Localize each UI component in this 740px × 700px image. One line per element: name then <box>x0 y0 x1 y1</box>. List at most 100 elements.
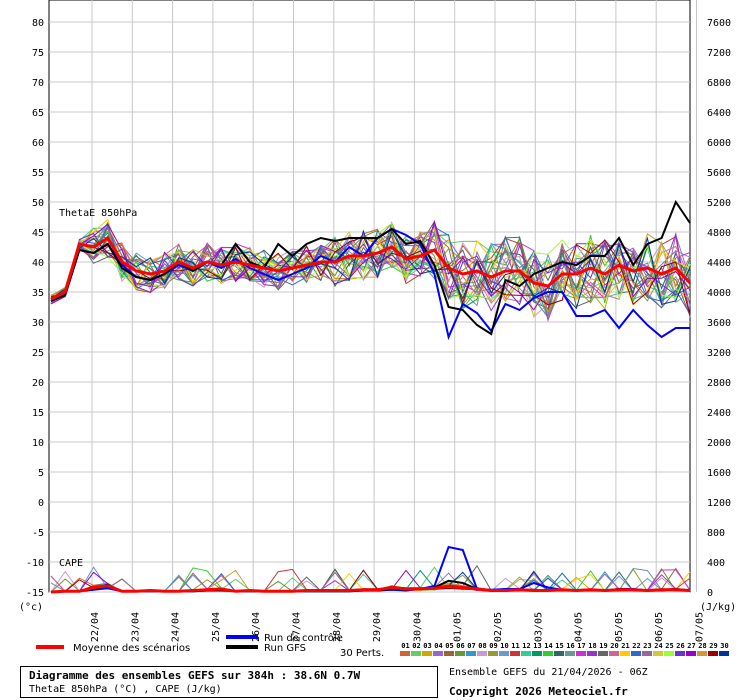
pert-color-swatch <box>400 651 410 656</box>
pert-number-label: 18 <box>588 642 596 650</box>
y-left-tick-label: 55 <box>32 168 44 179</box>
pert-number-label: 12 <box>522 642 530 650</box>
chart-title: Diagramme des ensembles GEFS sur 384h : … <box>29 669 361 682</box>
y-right-tick-label: 6000 <box>707 138 731 149</box>
y-left-tick-label: 25 <box>32 348 44 359</box>
y-right-tick-label: 6800 <box>707 78 731 89</box>
y-left-tick-label: 50 <box>32 198 44 209</box>
pert-number-label: 14 <box>544 642 552 650</box>
y-left-tick-label: 70 <box>32 78 44 89</box>
pert-number-label: 15 <box>555 642 563 650</box>
pert-line-08 <box>50 234 691 318</box>
pert-color-swatch <box>609 651 619 656</box>
pert-number-label: 06 <box>456 642 464 650</box>
thetae-mean-line <box>50 235 692 301</box>
x-tick-label: 26/04 <box>251 612 262 642</box>
pert-color-swatch <box>598 651 608 656</box>
x-tick-label: 01/05 <box>453 612 464 642</box>
pert-line-29 <box>50 236 691 316</box>
y-right-unit: (J/kg) <box>700 602 736 613</box>
pert-number-label: 20 <box>610 642 618 650</box>
pert-line-01 <box>50 228 691 306</box>
pert-color-swatch <box>708 651 718 656</box>
y-right-tick-label: 2000 <box>707 438 731 449</box>
info-box: Diagramme des ensembles GEFS sur 384h : … <box>20 666 438 698</box>
pert-color-swatch <box>433 651 443 656</box>
cape-panel-label: CAPE <box>59 558 83 569</box>
x-tick-label: 05/05 <box>614 612 625 642</box>
y-left-tick-label: 60 <box>32 138 44 149</box>
y-right-tick-label: 0 <box>707 588 713 599</box>
pert-color-swatch <box>521 651 531 656</box>
x-tick-label: 04/05 <box>574 612 585 642</box>
pert-color-swatch <box>532 651 542 656</box>
pert-color-swatch <box>631 651 641 656</box>
pert-number-label: 02 <box>412 642 420 650</box>
y-left-tick-label: 40 <box>32 258 44 269</box>
pert-color-swatch <box>642 651 652 656</box>
chart-subtitle: ThetaE 850hPa (°C) , CAPE (J/kg) <box>29 684 222 695</box>
x-tick-label: 03/05 <box>533 612 544 642</box>
pert-number-label: 16 <box>566 642 574 650</box>
y-left-tick-label: -5 <box>32 528 44 539</box>
pert-number-label: 01 <box>401 642 409 650</box>
pert-number-label: 13 <box>533 642 541 650</box>
pert-line-20 <box>50 227 691 306</box>
pert-color-swatch <box>543 651 553 656</box>
y-right-tick-label: 2400 <box>707 408 731 419</box>
x-tick-label: 24/04 <box>171 612 182 642</box>
pert-number-label: 23 <box>643 642 651 650</box>
pert-color-swatch <box>697 651 707 656</box>
y-right-tick-label: 3600 <box>707 318 731 329</box>
cape-mean-line <box>50 584 691 594</box>
y-right-tick-label: 7600 <box>707 18 731 29</box>
pert-number-label: 27 <box>687 642 695 650</box>
pert-color-swatch <box>499 651 509 656</box>
pert-color-swatch <box>488 651 498 656</box>
y-right-tick-label: 4400 <box>707 258 731 269</box>
pert-number-label: 17 <box>577 642 585 650</box>
y-left-tick-label: 80 <box>32 18 44 29</box>
y-right-tick-label: 800 <box>707 528 725 539</box>
pert-color-swatch <box>565 651 575 656</box>
pert-color-swatch <box>686 651 696 656</box>
pert-color-swatch <box>455 651 465 656</box>
pert-number-label: 29 <box>709 642 717 650</box>
y-left-tick-label: 5 <box>38 468 44 479</box>
y-left-tick-label: 65 <box>32 108 44 119</box>
y-right-tick-label: 3200 <box>707 348 731 359</box>
y-right-tick-label: 7200 <box>707 48 731 59</box>
y-right-tick-label: 400 <box>707 558 725 569</box>
pert-number-label: 04 <box>434 642 442 650</box>
pert-color-swatch <box>466 651 476 656</box>
pert-number-label: 19 <box>599 642 607 650</box>
x-tick-label: 29/04 <box>372 612 383 642</box>
x-tick-label: 23/04 <box>130 612 141 642</box>
pert-number-label: 26 <box>676 642 684 650</box>
pert-color-swatch <box>411 651 421 656</box>
ensemble-run-label: Ensemble GEFS du 21/04/2026 - 06Z <box>449 667 648 678</box>
x-tick-label: 07/05 <box>695 612 706 642</box>
pert-number-label: 07 <box>467 642 475 650</box>
pert-number-label: 03 <box>423 642 431 650</box>
y-right-tick-label: 6400 <box>707 108 731 119</box>
legend-control-label: Run de contrôle <box>264 632 343 644</box>
y-right-tick-label: 4000 <box>707 288 731 299</box>
pert-color-swatch <box>554 651 564 656</box>
pert-number-label: 24 <box>654 642 662 650</box>
y-left-tick-label: 15 <box>32 408 44 419</box>
y-left-tick-label: 35 <box>32 288 44 299</box>
x-tick-label: 06/05 <box>654 612 665 642</box>
x-tick-label: 02/05 <box>493 612 504 642</box>
legend-mean-label: Moyenne des scénarios <box>73 642 190 654</box>
pert-number-label: 05 <box>445 642 453 650</box>
y-right-tick-label: 5600 <box>707 168 731 179</box>
pert-color-swatch <box>587 651 597 656</box>
pert-color-swatch <box>444 651 454 656</box>
y-left-tick-label: 75 <box>32 48 44 59</box>
pert-number-label: 28 <box>698 642 706 650</box>
y-right-tick-label: 1600 <box>707 468 731 479</box>
y-left-tick-label: -15 <box>26 588 44 599</box>
copyright-label: Copyright 2026 Meteociel.fr <box>449 685 628 698</box>
